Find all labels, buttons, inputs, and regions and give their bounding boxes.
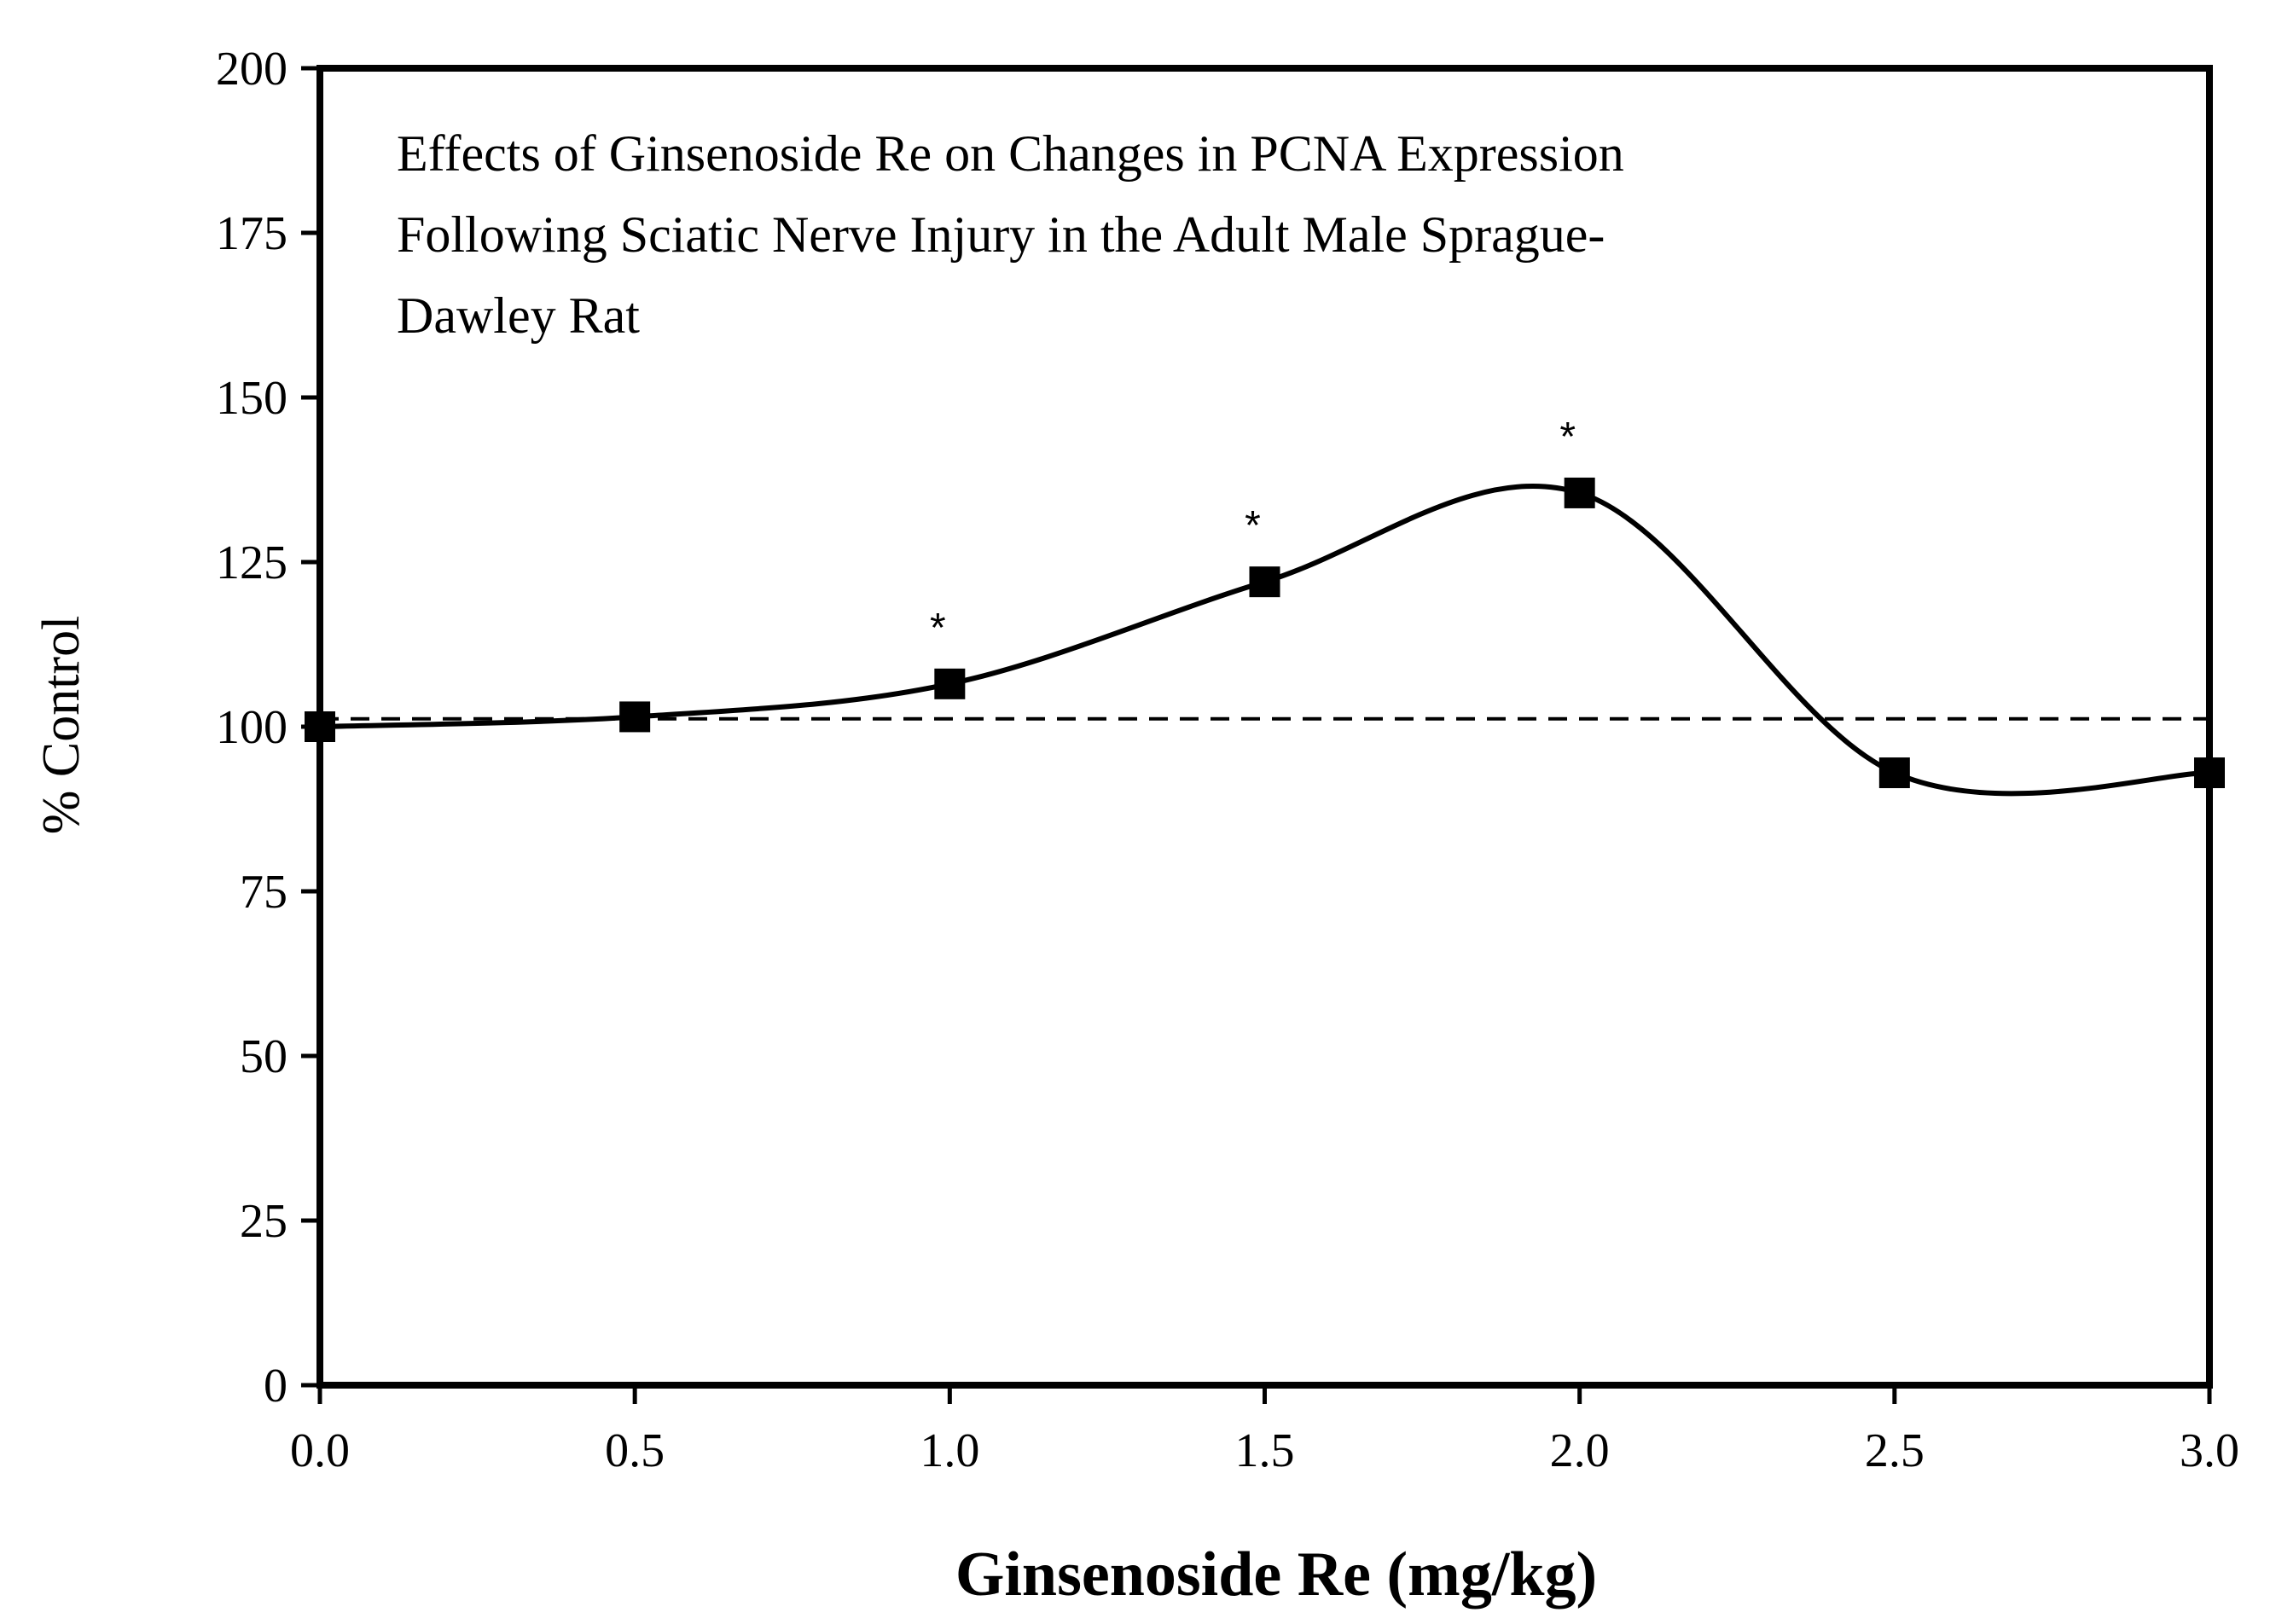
x-tick-label: 1.5	[1235, 1424, 1295, 1477]
significance-labels: * * *	[930, 415, 1576, 651]
plot-frame	[316, 65, 2213, 1389]
y-tick-label: 100	[216, 701, 287, 754]
x-axis-title: Ginsenoside Re (mg/kg)	[955, 1540, 1597, 1610]
y-tick-label: 50	[240, 1030, 287, 1083]
data-point	[619, 701, 651, 733]
chart-title-line-1: Effects of Ginsenoside Re on Changes in …	[397, 125, 1624, 182]
y-tick-label: 150	[216, 372, 287, 425]
y-tick-label: 125	[216, 536, 287, 589]
y-axis-ticks: 0 25 50 75 100 125 150 175 200	[216, 43, 320, 1412]
x-axis-ticks: 0.0 0.5 1.0 1.5 2.0 2.5 3.0	[290, 1385, 2239, 1477]
data-point	[305, 711, 335, 742]
significance-asterisk: *	[930, 606, 946, 651]
x-tick-label: 3.0	[2180, 1424, 2239, 1477]
x-tick-label: 0.5	[605, 1424, 665, 1477]
data-point	[2194, 757, 2225, 789]
data-point	[1249, 566, 1280, 598]
data-markers	[305, 477, 2225, 789]
data-point	[934, 668, 966, 699]
x-tick-label: 0.0	[290, 1424, 350, 1477]
chart-title-line-2: Following Sciatic Nerve Injury in the Ad…	[397, 206, 1605, 263]
significance-asterisk: *	[1245, 503, 1261, 548]
data-point	[1878, 757, 1910, 789]
y-tick-label: 175	[216, 207, 287, 260]
y-tick-label: 0	[264, 1360, 287, 1412]
chart-title-line-3: Dawley Rat	[397, 287, 640, 344]
x-tick-label: 1.0	[920, 1424, 979, 1477]
y-tick-label: 200	[216, 43, 287, 96]
x-tick-label: 2.5	[1865, 1424, 1925, 1477]
series-line	[319, 484, 2210, 797]
significance-asterisk: *	[1559, 415, 1576, 460]
x-tick-label: 2.0	[1550, 1424, 1610, 1477]
y-tick-label: 25	[240, 1195, 287, 1248]
y-tick-label: 75	[240, 866, 287, 919]
data-point	[1564, 477, 1595, 508]
y-axis-title: % Control	[32, 616, 90, 835]
